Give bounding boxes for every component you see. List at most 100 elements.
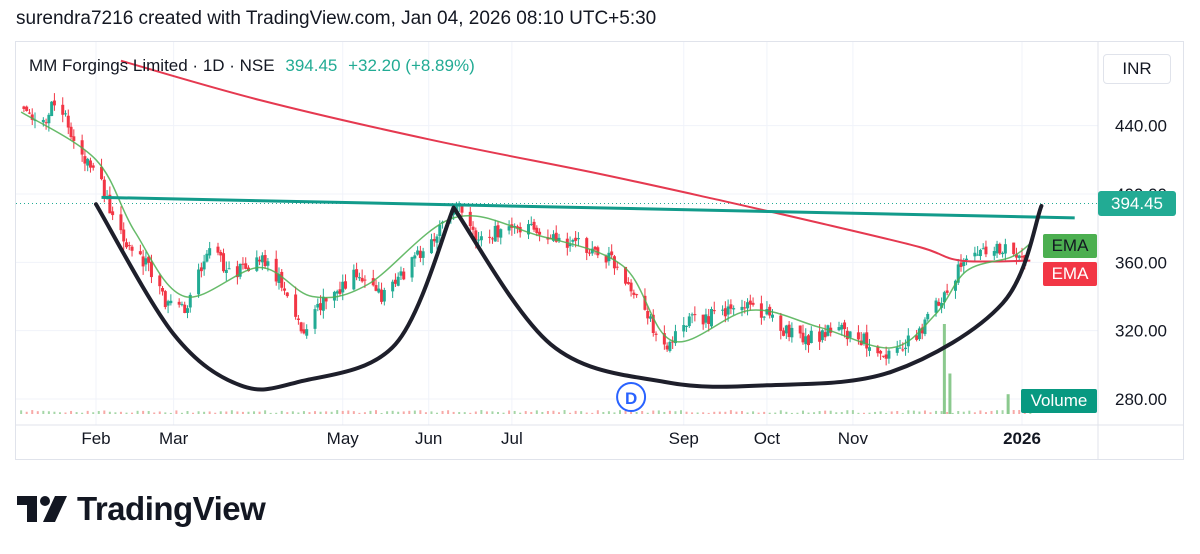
candle-body <box>108 194 112 214</box>
candle-body <box>809 330 813 343</box>
volume-bar <box>180 412 183 414</box>
candle-body <box>88 160 92 168</box>
volume-bar <box>458 412 461 414</box>
volume-bar <box>119 411 122 414</box>
volume-bar <box>885 412 888 414</box>
candle-body <box>843 322 847 330</box>
candle-body <box>86 158 90 166</box>
candle-body <box>507 226 511 231</box>
volume-bar <box>685 411 688 414</box>
candle-body <box>468 211 472 227</box>
volume-bar <box>413 410 416 414</box>
volume-spike-bar <box>1006 394 1010 414</box>
candle-body <box>169 300 173 304</box>
candle-body <box>726 306 730 315</box>
candle-body <box>956 264 960 283</box>
candle-body <box>998 243 1002 254</box>
candle-body <box>1020 255 1024 258</box>
volume-bar <box>851 410 854 414</box>
candle-body <box>274 258 278 282</box>
volume-bar <box>325 411 328 414</box>
candle-body <box>807 335 811 346</box>
candle-body <box>418 250 422 258</box>
volume-bar <box>491 411 494 414</box>
candle-body <box>881 355 885 357</box>
candle-body <box>671 341 675 343</box>
volume-bar <box>558 412 560 414</box>
volume-bar <box>563 410 566 414</box>
volume-bar <box>702 412 705 414</box>
candle-body <box>612 256 616 269</box>
volume-bar <box>103 410 106 414</box>
volume-bar <box>801 410 804 414</box>
cup-left-curve <box>94 202 456 392</box>
volume-bar <box>81 412 84 414</box>
volume-bar <box>302 411 305 414</box>
volume-spike-bar <box>942 324 946 414</box>
candle-body <box>363 279 367 281</box>
candle-body <box>529 223 533 225</box>
candle-body <box>953 280 957 291</box>
volume-bar <box>208 411 211 414</box>
volume-bar <box>835 412 838 414</box>
volume-bar <box>131 412 134 414</box>
candle-body <box>624 266 628 284</box>
candle-body <box>216 246 220 253</box>
volume-bar <box>768 412 771 414</box>
candle-body <box>779 315 783 331</box>
candle-body <box>416 250 420 255</box>
candle-body <box>945 290 949 293</box>
volume-label[interactable]: Volume <box>1021 389 1097 413</box>
volume-bar <box>419 410 422 414</box>
volume-bar <box>25 411 28 414</box>
volume-bar <box>502 412 505 414</box>
candle-body <box>743 307 747 309</box>
currency-selector[interactable]: INR <box>1103 54 1171 84</box>
candle-body <box>1014 254 1018 258</box>
candle-body <box>848 331 852 338</box>
volume-bar <box>813 412 816 414</box>
volume-bar <box>186 411 189 414</box>
candle-body <box>124 242 128 248</box>
candle-body <box>296 318 300 320</box>
volume-bar <box>20 410 23 414</box>
volume-bar <box>990 410 993 414</box>
ema-slow-label[interactable]: EMA <box>1043 262 1097 286</box>
chart-frame[interactable] <box>15 41 1184 460</box>
candle-body <box>180 304 184 306</box>
candle-body <box>313 309 317 329</box>
volume-bar <box>796 412 799 414</box>
candle-body <box>341 281 345 293</box>
candle-body <box>934 300 938 313</box>
candle-body <box>138 251 142 255</box>
candle-body <box>111 211 115 216</box>
x-tick-label: Mar <box>159 429 189 448</box>
volume-bar <box>918 411 921 414</box>
candle-body <box>687 316 691 327</box>
volume-bar <box>391 410 394 414</box>
candle-body <box>729 304 733 309</box>
volume-bar <box>935 410 938 414</box>
candle-body <box>377 288 381 293</box>
volume-bar <box>258 411 261 414</box>
candle-body <box>762 316 766 318</box>
ema-fast-label[interactable]: EMA <box>1043 234 1097 258</box>
candle-body <box>804 336 808 345</box>
candle-body <box>648 316 652 319</box>
candle-body <box>119 214 123 231</box>
volume-bar <box>691 412 694 414</box>
volume-bar <box>635 411 638 414</box>
symbol-legend: MM Forgings Limited · 1D · NSE 394.45 +3… <box>29 56 475 76</box>
volume-bar <box>729 410 732 414</box>
symbol-title: MM Forgings Limited · 1D · NSE <box>29 56 275 75</box>
candle-body <box>895 347 899 353</box>
candle-body <box>238 263 242 277</box>
candle-body <box>493 225 497 242</box>
candle-body <box>992 251 996 256</box>
candle-body <box>840 324 844 330</box>
tradingview-logo[interactable]: TradingView <box>17 490 266 528</box>
dividend-marker[interactable] <box>616 382 647 412</box>
volume-bar <box>70 410 73 414</box>
volume-bar <box>197 411 200 414</box>
